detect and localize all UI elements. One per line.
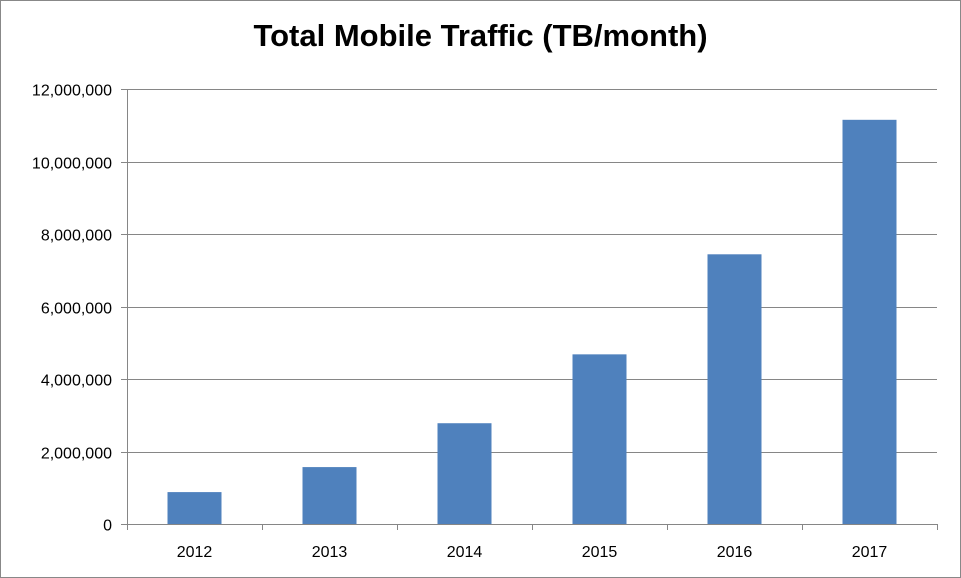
y-tick-labels: 0 2,000,000 4,000,000 6,000,000 8,000,000 10,… (32, 83, 112, 535)
bar-2013 (302, 467, 357, 524)
x-tick-label: 2016 (717, 544, 753, 561)
chart-title: Total Mobile Traffic (TB/month) (253, 18, 708, 53)
bars (167, 119, 897, 525)
bar-2014 (437, 423, 492, 524)
axes (121, 89, 938, 530)
x-tick-label: 2015 (582, 544, 618, 561)
y-tick-label: 12,000,000 (32, 83, 112, 100)
y-tick-label: 8,000,000 (41, 228, 112, 245)
gridlines (127, 89, 937, 453)
bar-2015 (572, 354, 627, 524)
bar-2017 (842, 119, 897, 524)
x-tick-label: 2014 (447, 544, 483, 561)
x-tick-label: 2012 (177, 544, 213, 561)
x-tick-label: 2017 (852, 544, 888, 561)
y-tick-label: 10,000,000 (32, 156, 112, 173)
x-tick-labels: 2012 2013 2014 2015 2016 2017 (177, 544, 888, 561)
y-tick-label: 0 (103, 518, 112, 535)
bar-2016 (707, 254, 762, 525)
bar-2012 (167, 492, 222, 524)
x-tick-label: 2013 (312, 544, 348, 561)
y-tick-label: 6,000,000 (41, 301, 112, 318)
y-tick-label: 2,000,000 (41, 446, 112, 463)
y-tick-label: 4,000,000 (41, 373, 112, 390)
